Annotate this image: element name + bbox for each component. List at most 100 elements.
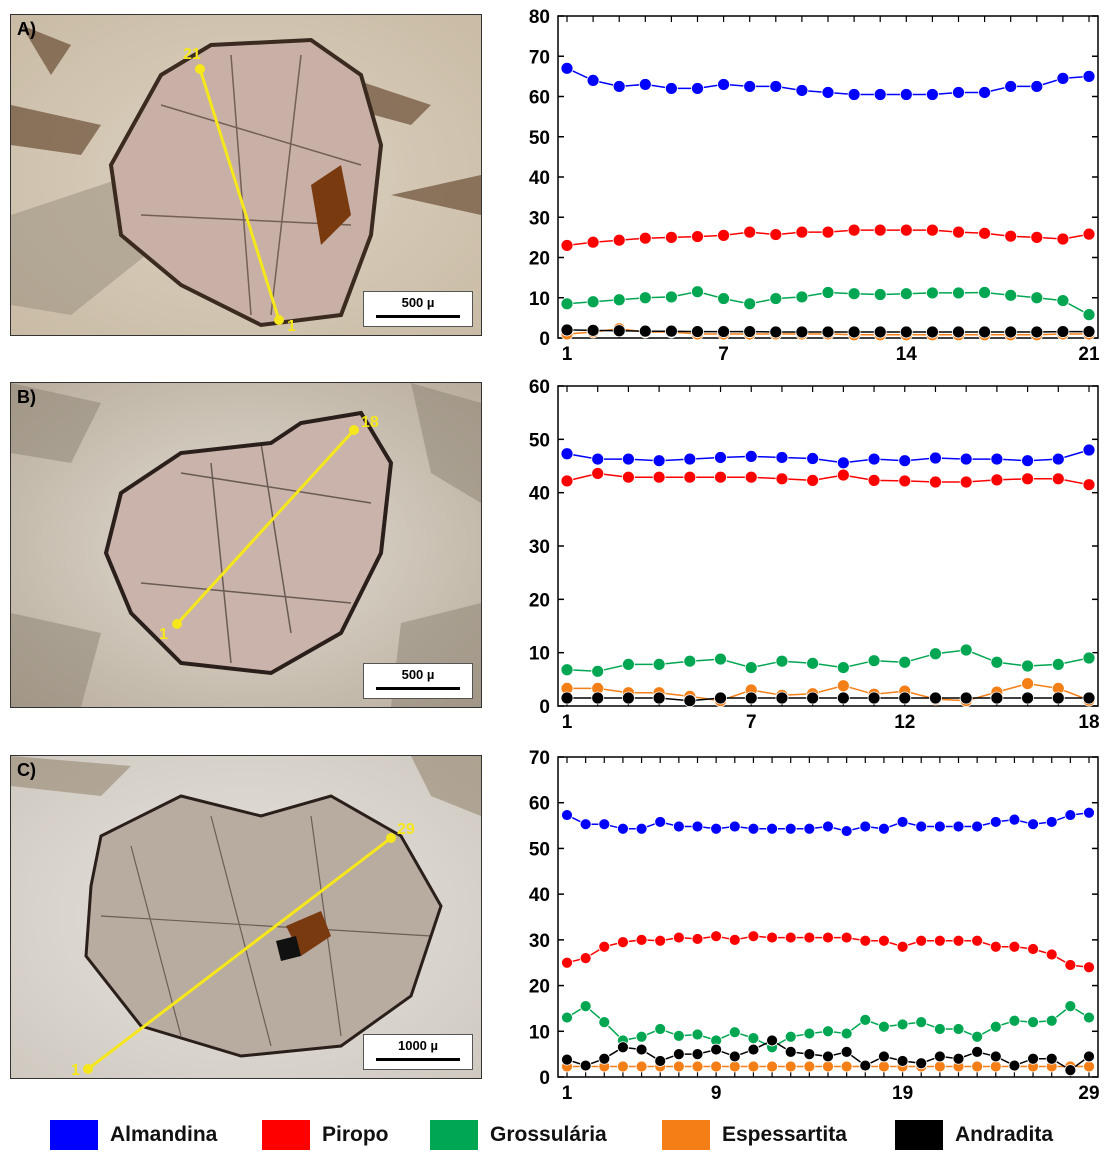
- x-tick-label-a: 21: [1078, 344, 1100, 365]
- chart-frame-b: [557, 385, 1099, 707]
- data-point-almandina-b: [836, 456, 850, 470]
- y-tick-label-a: 60: [529, 88, 550, 109]
- data-point-almandina-b: [898, 454, 912, 468]
- data-point-almandina-b: [867, 452, 881, 466]
- data-point-andradita-c: [561, 1053, 573, 1066]
- data-point-andradita-c: [1083, 1050, 1095, 1063]
- data-point-grossularia-c: [561, 1011, 573, 1024]
- data-point-grossularia-a: [978, 286, 991, 299]
- data-point-piropo-c: [1027, 943, 1039, 955]
- data-point-almandina-b: [591, 452, 605, 466]
- profile-end-c: [386, 833, 396, 843]
- data-point-andradita-a: [638, 324, 652, 338]
- legend-swatch-almandina: [50, 1120, 98, 1150]
- data-point-grossularia-a: [560, 297, 574, 311]
- data-point-almandina-c: [561, 809, 573, 821]
- data-point-grossularia-a: [638, 291, 652, 305]
- data-point-espessartita-c: [635, 1060, 648, 1073]
- photomicrograph-a: 21 1 A) 500 µ: [10, 14, 482, 336]
- data-point-andradita-c: [672, 1048, 685, 1061]
- data-point-piropo-a: [926, 223, 939, 237]
- data-point-andradita-a: [691, 325, 704, 338]
- data-point-almandina-a: [743, 80, 757, 93]
- data-point-grossularia-c: [672, 1029, 685, 1042]
- data-point-almandina-c: [933, 820, 946, 833]
- data-point-andradita-a: [769, 325, 783, 339]
- data-point-piropo-c: [1008, 940, 1021, 953]
- data-point-grossularia-c: [840, 1027, 853, 1040]
- legend-swatch-grossularia: [430, 1120, 478, 1150]
- data-point-andradita-c: [1045, 1052, 1058, 1065]
- data-point-grossularia-b: [959, 643, 973, 657]
- profile-end-label-c: 29: [397, 821, 415, 838]
- data-point-almandina-c: [1064, 809, 1077, 821]
- profile-end-b: [349, 425, 359, 435]
- data-point-grossularia-c: [728, 1026, 741, 1039]
- data-point-piropo-a: [586, 235, 600, 249]
- data-point-almandina-a: [795, 84, 809, 97]
- data-point-almandina-b: [775, 451, 789, 464]
- legend-swatch-espessartita: [662, 1120, 710, 1150]
- data-point-andradita-a: [1004, 325, 1018, 339]
- legend-swatch-andradita: [895, 1120, 943, 1150]
- data-point-almandina-c: [784, 822, 797, 835]
- data-point-grossularia-c: [654, 1023, 667, 1035]
- data-point-andradita-c: [878, 1050, 890, 1063]
- data-point-piropo-c: [1083, 961, 1095, 974]
- scale-bar-line-c: [376, 1058, 460, 1061]
- data-point-almandina-a: [717, 78, 730, 91]
- data-point-piropo-b: [806, 473, 820, 487]
- data-point-almandina-a: [1030, 80, 1044, 93]
- thin-section-image-b: 1 18: [11, 383, 481, 707]
- data-point-andradita-a: [743, 325, 757, 338]
- data-point-andradita-a: [873, 325, 887, 339]
- data-point-grossularia-a: [952, 286, 965, 300]
- data-point-espessartita-c: [728, 1060, 741, 1073]
- data-point-grossularia-b: [1021, 659, 1034, 673]
- y-tick-label-b: 30: [529, 537, 550, 558]
- data-point-almandina-c: [654, 816, 667, 828]
- data-point-almandina-a: [769, 80, 783, 93]
- data-point-espessartita-c: [933, 1060, 946, 1073]
- data-point-almandina-c: [635, 822, 648, 835]
- data-point-andradita-c: [915, 1057, 928, 1070]
- data-point-piropo-a: [821, 225, 835, 239]
- y-tick-label-c: 30: [529, 931, 550, 952]
- data-point-andradita-b: [959, 691, 973, 705]
- x-tick-label-a: 1: [562, 344, 573, 365]
- data-point-grossularia-c: [1027, 1016, 1039, 1029]
- data-point-grossularia-c: [1008, 1014, 1021, 1027]
- data-point-andradita-a: [847, 325, 861, 339]
- y-tick-label-a: 0: [539, 329, 550, 350]
- data-point-grossularia-a: [612, 293, 626, 307]
- data-point-piropo-b: [929, 475, 942, 489]
- data-point-piropo-b: [898, 474, 912, 488]
- data-point-piropo-b: [959, 475, 973, 489]
- data-point-andradita-b: [898, 691, 912, 705]
- data-point-piropo-c: [710, 930, 723, 943]
- data-point-andradita-c: [617, 1041, 629, 1054]
- data-point-almandina-c: [859, 820, 872, 833]
- data-point-grossularia-b: [1082, 651, 1096, 665]
- data-point-piropo-c: [561, 956, 573, 969]
- data-point-andradita-c: [654, 1055, 667, 1067]
- legend-label-andradita: Andradita: [955, 1123, 1054, 1146]
- data-point-espessartita-c: [672, 1060, 685, 1073]
- y-tick-label-a: 30: [529, 208, 550, 229]
- data-point-almandina-c: [1045, 816, 1058, 828]
- scale-bar-a: 500 µ: [363, 291, 473, 327]
- y-tick-label-a: 10: [529, 289, 550, 310]
- data-point-andradita-a: [899, 325, 913, 339]
- data-point-andradita-c: [859, 1059, 872, 1072]
- data-point-piropo-b: [622, 470, 635, 484]
- data-point-grossularia-b: [560, 663, 574, 677]
- data-point-espessartita-c: [1083, 1060, 1095, 1073]
- data-point-piropo-c: [579, 952, 592, 965]
- data-point-andradita-a: [560, 323, 574, 337]
- data-point-almandina-c: [672, 820, 685, 833]
- data-point-almandina-b: [683, 452, 697, 466]
- data-point-grossularia-c: [579, 1000, 592, 1013]
- data-point-grossularia-a: [1056, 294, 1070, 307]
- data-point-piropo-b: [744, 470, 758, 484]
- data-point-grossularia-a: [665, 290, 678, 304]
